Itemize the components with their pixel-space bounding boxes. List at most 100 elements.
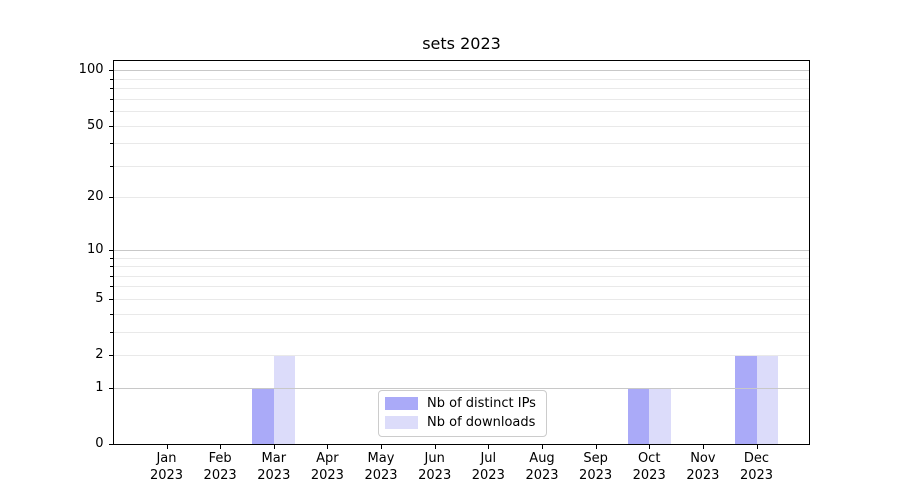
- bar-downloads: [273, 355, 296, 444]
- y-gridline-major: [114, 249, 809, 251]
- y-tick-label: 10: [86, 241, 104, 257]
- y-minor-tick: [110, 275, 113, 277]
- x-tick-label-year: 2023: [203, 468, 237, 483]
- x-tick-label-month: Apr: [316, 451, 339, 466]
- x-tick-label-year: 2023: [310, 468, 344, 483]
- y-minor-tick: [110, 266, 113, 267]
- y-minor-tick: [110, 165, 113, 167]
- x-tick-label: Sep 2023: [564, 450, 628, 484]
- x-tick-label-year: 2023: [739, 468, 774, 483]
- y-minor-tick: [110, 88, 113, 90]
- x-tick-label-month: Oct: [637, 451, 661, 466]
- y-gridline-minor: [114, 111, 809, 112]
- legend-swatch-downloads: [385, 416, 418, 429]
- x-tick-label-year: 2023: [632, 468, 666, 483]
- legend: Nb of distinct IPs Nb of downloads: [378, 390, 547, 437]
- x-tick-label-month: Mar: [261, 451, 287, 466]
- x-tick-label-year: 2023: [257, 468, 291, 483]
- x-tick-label-year: 2023: [525, 468, 559, 483]
- x-tick-label: Jul 2023: [456, 450, 520, 484]
- y-gridline-minor: [114, 355, 809, 356]
- y-tick: [108, 197, 113, 199]
- x-tick-label-year: 2023: [418, 468, 452, 483]
- y-tick: [108, 249, 113, 251]
- x-tick-label-month: Aug: [529, 451, 555, 466]
- bar-distinct-ips: [627, 387, 650, 444]
- x-tick: [381, 445, 382, 449]
- x-tick-label-year: 2023: [579, 468, 613, 483]
- x-tick-label: Aug 2023: [510, 450, 574, 484]
- y-gridline-minor: [114, 313, 809, 315]
- x-tick: [273, 445, 275, 449]
- y-gridline-minor: [114, 266, 809, 267]
- y-minor-tick: [110, 286, 113, 288]
- plot-area: [113, 60, 810, 445]
- x-tick-label: Oct 2023: [617, 450, 681, 484]
- y-gridline-minor: [114, 98, 809, 100]
- x-tick-label-year: 2023: [364, 468, 398, 483]
- y-gridline-minor: [114, 88, 809, 90]
- x-tick: [488, 445, 490, 449]
- legend-label: Nb of downloads: [427, 415, 536, 430]
- x-tick: [166, 445, 168, 449]
- y-gridline-minor: [114, 143, 809, 145]
- x-tick-label: Mar 2023: [242, 450, 306, 484]
- x-tick: [595, 445, 597, 449]
- x-tick: [542, 445, 543, 449]
- y-gridline-minor: [114, 197, 809, 199]
- legend-label: Nb of distinct IPs: [427, 396, 536, 411]
- x-tick: [702, 445, 704, 449]
- x-tick-label-year: 2023: [686, 468, 720, 483]
- y-minor-tick: [110, 313, 113, 315]
- x-tick-label-month: Jul: [480, 451, 497, 466]
- y-tick: [108, 70, 113, 72]
- y-minor-tick: [110, 331, 113, 333]
- chart-title: sets 2023: [422, 34, 501, 53]
- y-tick-label: 2: [95, 347, 104, 362]
- x-tick: [649, 445, 651, 449]
- x-tick: [756, 445, 758, 449]
- y-minor-tick: [110, 111, 113, 112]
- y-tick-label: 20: [86, 189, 104, 205]
- x-tick-label-month: Sep: [583, 451, 608, 466]
- legend-item: Nb of downloads: [385, 415, 536, 430]
- y-minor-tick: [110, 143, 113, 145]
- y-gridline-minor: [114, 298, 809, 300]
- x-tick-label-month: Dec: [743, 451, 770, 466]
- y-gridline-minor: [114, 331, 809, 333]
- x-tick-label-month: Jan: [156, 451, 177, 466]
- bar-distinct-ips: [735, 355, 757, 444]
- x-tick-label: Feb 2023: [188, 450, 252, 484]
- x-tick: [434, 445, 436, 449]
- x-tick-label: Jun 2023: [403, 450, 467, 484]
- y-tick: [108, 387, 113, 389]
- y-gridline-minor: [114, 257, 809, 259]
- x-tick: [220, 445, 222, 449]
- y-tick: [108, 355, 113, 356]
- x-tick: [327, 445, 329, 449]
- y-tick-label: 1: [95, 379, 104, 395]
- y-gridline-major: [114, 387, 809, 389]
- y-minor-tick: [110, 78, 113, 80]
- x-tick-label: May 2023: [349, 450, 413, 484]
- bar-downloads: [649, 387, 671, 444]
- y-tick-label: 5: [95, 290, 104, 306]
- y-gridline-minor: [114, 125, 809, 127]
- y-gridline-minor: [114, 165, 809, 167]
- x-tick-label: Jan 2023: [135, 450, 199, 484]
- x-tick-label-year: 2023: [471, 468, 505, 483]
- legend-swatch-distinct-ips: [385, 397, 418, 410]
- bar-downloads: [756, 355, 778, 444]
- y-tick: [108, 298, 113, 300]
- legend-item: Nb of distinct IPs: [385, 396, 536, 411]
- x-tick-label-month: Feb: [208, 451, 232, 466]
- y-tick-label: 0: [95, 436, 104, 451]
- x-tick-label: Nov 2023: [671, 450, 735, 484]
- y-tick-label: 100: [78, 62, 104, 78]
- bar-distinct-ips: [252, 387, 274, 444]
- x-tick-label-month: Jun: [424, 451, 445, 466]
- x-tick-label-year: 2023: [149, 468, 184, 483]
- y-gridline-minor: [114, 78, 809, 80]
- x-tick-label-month: May: [367, 451, 395, 466]
